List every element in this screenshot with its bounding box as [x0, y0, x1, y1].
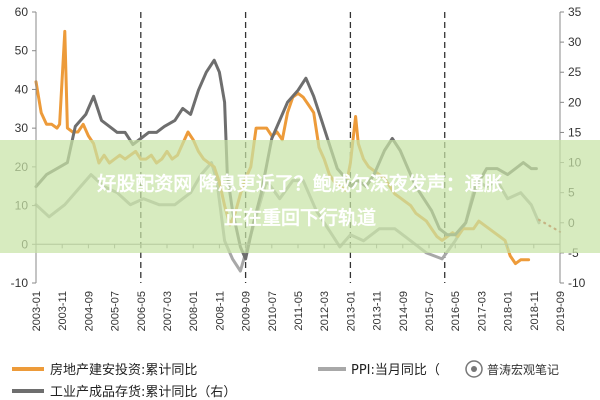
- left-y-tick-label: 30: [15, 121, 29, 135]
- left-y-tick-label: 40: [15, 82, 29, 96]
- x-tick-label: 2008-11: [214, 291, 226, 331]
- right-y-tick-label: 25: [568, 65, 582, 79]
- headline-banner-line2: 正在重回下行轨道: [224, 206, 376, 229]
- x-tick-label: 2006-05: [136, 291, 148, 331]
- x-tick-label: 2007-03: [162, 291, 174, 331]
- x-tick-label: 2010-07: [267, 291, 279, 331]
- x-tick-label: 2009-09: [241, 291, 253, 331]
- x-axis-ticks: 2003-01 2003-11 2004-09 2005-07 2006-05 2007-…: [31, 291, 567, 331]
- watermark-logo-icon: [465, 360, 483, 378]
- right-y-tick-label: 15: [568, 125, 582, 139]
- right-y-tick-label: 35: [568, 5, 582, 19]
- x-tick-label: 2019-09: [555, 291, 567, 331]
- legend-label-ppi: PPI:当月同比（: [351, 363, 440, 378]
- legend-label-inventory: 工业产成品存货:累计同比（右）: [50, 384, 236, 400]
- x-tick-label: 2018-11: [529, 291, 541, 331]
- watermark-logo-dot-icon: [471, 366, 477, 372]
- x-tick-label: 2014-09: [398, 291, 410, 331]
- x-tick-label: 2013-11: [372, 291, 384, 331]
- right-y-tick-label: 30: [568, 35, 582, 49]
- watermark-text: 普涛宏观笔记: [487, 362, 559, 377]
- x-tick-label: 2011-05: [293, 291, 305, 331]
- watermark: 普涛宏观笔记: [465, 360, 559, 378]
- left-y-tick-label: 60: [15, 5, 29, 19]
- x-tick-label: 2015-07: [424, 291, 436, 331]
- x-tick-label: 2004-09: [83, 291, 95, 331]
- legend: 房地产建安投资:累计同比 PPI:当月同比（ 工业产成品存货:累计同比（右）: [12, 362, 440, 400]
- left-y-tick-label: 50: [15, 44, 29, 58]
- headline-banner-bg: [0, 140, 600, 253]
- x-tick-label: 2013-01: [345, 291, 357, 331]
- x-tick-label: 2003-11: [57, 291, 69, 331]
- headline-banner-line1: 好股配资网 降息更近了？鲍威尔深夜发声：通胀: [96, 172, 503, 195]
- right-y-tick-label: -10: [568, 276, 586, 290]
- x-tick-label: 2003-01: [31, 291, 43, 331]
- legend-label-construction: 房地产建安投资:累计同比: [50, 362, 197, 378]
- right-y-tick-label: 20: [568, 95, 582, 109]
- x-tick-label: 2008-01: [188, 291, 200, 331]
- x-tick-label: 2005-07: [110, 291, 122, 331]
- x-tick-label: 2017-03: [476, 291, 488, 331]
- x-tick-label: 2018-01: [503, 291, 515, 331]
- x-tick-label: 2012-03: [319, 291, 331, 331]
- left-y-tick-label: -10: [11, 276, 29, 290]
- x-tick-label: 2016-05: [450, 291, 462, 331]
